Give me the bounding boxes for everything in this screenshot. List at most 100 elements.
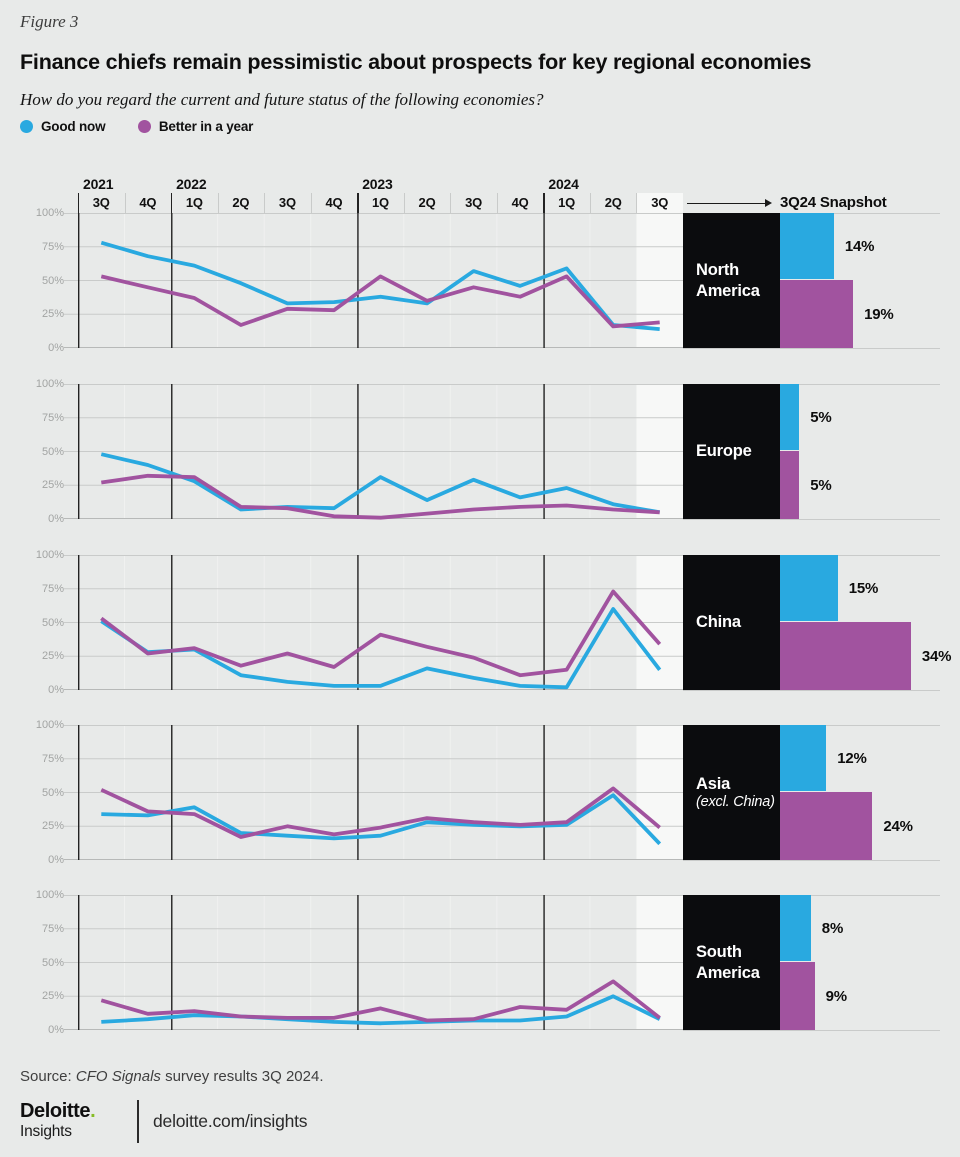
better-in-a-year-line xyxy=(100,274,660,329)
quarter-label-3Q-2022: 3Q xyxy=(278,195,296,210)
quarter-label-4Q-2023: 4Q xyxy=(511,195,529,210)
source-suffix: survey results 3Q 2024. xyxy=(160,1068,324,1085)
y-axis-label-50pct: 50% xyxy=(41,956,64,969)
y-axis-label-25pct: 25% xyxy=(41,990,64,1003)
region-panel-north-america: North America xyxy=(683,213,780,348)
y-axis-label-75pct: 75% xyxy=(41,411,64,424)
y-axis-label-25pct: 25% xyxy=(41,308,64,321)
chart-plot-china xyxy=(64,555,683,690)
deloitte-insights-logo: Deloitte. Insights xyxy=(20,1100,96,1140)
year-boundary-tick xyxy=(357,193,359,213)
y-axis-label-0pct: 0% xyxy=(48,513,64,525)
quarter-tick xyxy=(124,193,126,213)
good-now-value: 15% xyxy=(848,580,879,597)
arrow-line xyxy=(687,203,766,204)
good-now-bar xyxy=(780,555,838,621)
quarter-label-3Q-2024: 3Q xyxy=(651,195,669,210)
y-axis-label-75pct: 75% xyxy=(41,752,64,765)
gridline-bottom-extension xyxy=(683,1030,940,1031)
good-now-value: 5% xyxy=(810,409,832,426)
better-in-a-year-line xyxy=(100,979,661,1023)
better-in-a-year-value: 9% xyxy=(825,988,847,1005)
figure-subtitle: How do you regard the current and future… xyxy=(20,90,544,109)
arrow-head xyxy=(765,199,772,207)
better-in-a-year-value: 19% xyxy=(864,306,894,323)
better-in-a-year-value: 34% xyxy=(921,648,952,665)
highlighted-quarter-column xyxy=(636,193,683,213)
region-panel-asia-excl-china: Asia (excl. China) xyxy=(683,725,780,860)
good-now-value: 8% xyxy=(821,920,844,937)
quarter-label-1Q-2024: 1Q xyxy=(558,195,576,210)
year-label-2024: 2024 xyxy=(548,176,579,192)
y-axis-label-0pct: 0% xyxy=(48,1024,64,1036)
y-axis-label-100pct: 100% xyxy=(35,549,64,561)
y-axis-label-25pct: 25% xyxy=(41,479,64,492)
better-in-a-year-bar xyxy=(780,962,815,1030)
better-in-a-year-value: 5% xyxy=(810,477,832,494)
better-in-a-year-line xyxy=(100,589,662,678)
quarter-label-2Q-2023: 2Q xyxy=(418,195,436,210)
chart-plot-europe xyxy=(64,384,683,520)
year-boundary-tick xyxy=(543,193,545,213)
region-name: Asia xyxy=(696,774,731,793)
chart-plot-asia-excl-china xyxy=(64,725,683,860)
good-now-line xyxy=(101,793,662,846)
y-axis-label-25pct: 25% xyxy=(41,820,64,833)
quarter-tick xyxy=(264,193,266,213)
legend: Good now Better in a year xyxy=(20,119,281,135)
deloitte-insights-link[interactable]: deloitte.com/insights xyxy=(153,1111,308,1131)
y-axis-label-0pct: 0% xyxy=(48,854,64,866)
quarter-tick xyxy=(589,193,591,213)
good-now-bar xyxy=(780,213,834,279)
region-subtitle: (excl. China) xyxy=(696,793,775,810)
quarter-tick xyxy=(636,193,638,213)
quarter-label-2Q-2024: 2Q xyxy=(604,195,622,210)
year-boundary-tick xyxy=(78,193,80,213)
figure-title: Finance chiefs remain pessimistic about … xyxy=(20,50,812,74)
deloitte-wordmark: Deloitte. xyxy=(20,1100,96,1122)
chart-plot-north-america xyxy=(64,213,683,348)
legend-item-better-in-a-year: Better in a year xyxy=(137,119,253,134)
quarter-label-3Q-2023: 3Q xyxy=(465,195,483,210)
insights-text: Insights xyxy=(20,1123,72,1140)
better-in-a-year-bar xyxy=(780,622,911,690)
region-name: South America xyxy=(696,943,760,982)
figure-label: Figure 3 xyxy=(20,12,79,31)
quarter-label-1Q-2022: 1Q xyxy=(185,195,203,210)
quarter-label-1Q-2023: 1Q xyxy=(372,195,389,210)
quarter-label-2Q-2022: 2Q xyxy=(232,195,250,210)
snapshot-arrow-icon xyxy=(687,196,773,210)
region-name: Europe xyxy=(696,442,752,461)
region-name: China xyxy=(696,613,741,632)
gridline-top-extension xyxy=(683,895,940,896)
source-note: Source: CFO Signals survey results 3Q 20… xyxy=(20,1068,323,1085)
logo-divider xyxy=(137,1100,139,1143)
gridline-top-extension xyxy=(683,384,940,385)
region-panel-europe: Europe xyxy=(683,384,780,519)
better-in-a-year-bar xyxy=(780,280,854,348)
source-survey-name: CFO Signals xyxy=(75,1068,161,1085)
legend-label-good-now: Good now xyxy=(41,119,106,134)
good-now-bar xyxy=(780,725,827,791)
year-label-2022: 2022 xyxy=(176,176,207,192)
year-boundary-tick xyxy=(171,193,173,213)
deloitte-green-dot-icon: . xyxy=(90,1100,96,1122)
gridline-bottom-extension xyxy=(683,348,940,349)
gridline-bottom-extension xyxy=(683,690,940,691)
good-now-line xyxy=(100,240,660,331)
quarter-label-4Q-2021: 4Q xyxy=(139,195,157,210)
y-axis-label-100pct: 100% xyxy=(35,719,64,731)
chart-plot-south-america xyxy=(64,895,683,1030)
good-now-line xyxy=(100,452,661,515)
y-axis-label-0pct: 0% xyxy=(48,684,64,696)
good-now-line xyxy=(101,994,661,1026)
legend-item-good-now: Good now xyxy=(20,119,106,134)
quarter-tick xyxy=(217,193,219,213)
good-now-value: 12% xyxy=(837,750,867,767)
y-axis-label-100pct: 100% xyxy=(35,207,64,219)
good-now-value: 14% xyxy=(844,238,875,255)
y-axis-label-0pct: 0% xyxy=(48,342,64,354)
region-name: North America xyxy=(696,261,760,300)
y-axis-label-75pct: 75% xyxy=(41,582,64,595)
